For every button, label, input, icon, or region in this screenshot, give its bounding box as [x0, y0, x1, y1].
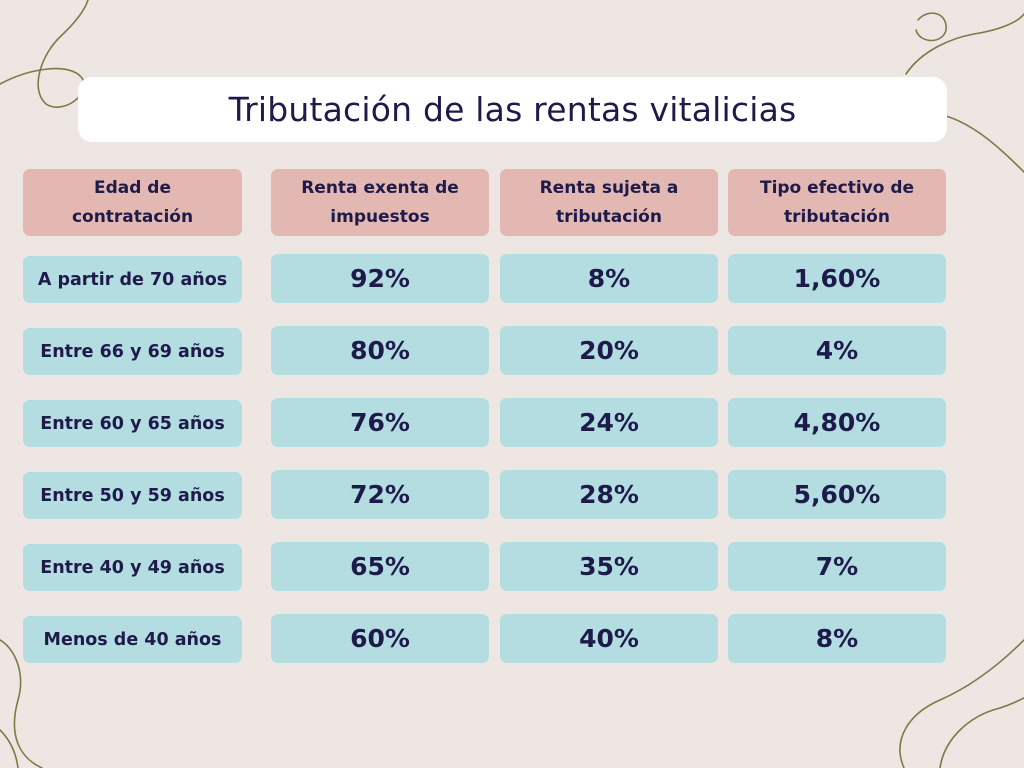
title-banner: Tributación de las rentas vitalicias	[78, 77, 947, 142]
row-label: Entre 50 y 59 años	[23, 472, 242, 519]
row-label: Menos de 40 años	[23, 616, 242, 663]
cell-tipo-efectivo: 8%	[728, 614, 946, 663]
cell-renta-sujeta: 24%	[500, 398, 718, 447]
cell-renta-sujeta: 20%	[500, 326, 718, 375]
row-label: Entre 66 y 69 años	[23, 328, 242, 375]
cell-renta-exenta: 72%	[271, 470, 489, 519]
cell-renta-exenta: 92%	[271, 254, 489, 303]
page-title: Tributación de las rentas vitalicias	[228, 90, 797, 129]
cell-tipo-efectivo: 5,60%	[728, 470, 946, 519]
cell-renta-sujeta: 35%	[500, 542, 718, 591]
cell-tipo-efectivo: 4%	[728, 326, 946, 375]
row-label: A partir de 70 años	[23, 256, 242, 303]
header-tipo-efectivo: Tipo efectivo de tributación	[728, 169, 946, 236]
cell-renta-sujeta: 40%	[500, 614, 718, 663]
header-renta-sujeta: Renta sujeta a tributación	[500, 169, 718, 236]
cell-renta-sujeta: 28%	[500, 470, 718, 519]
cell-tipo-efectivo: 1,60%	[728, 254, 946, 303]
cell-renta-exenta: 76%	[271, 398, 489, 447]
cell-renta-exenta: 60%	[271, 614, 489, 663]
cell-renta-sujeta: 8%	[500, 254, 718, 303]
header-renta-exenta: Renta exenta de impuestos	[271, 169, 489, 236]
cell-renta-exenta: 80%	[271, 326, 489, 375]
cell-tipo-efectivo: 7%	[728, 542, 946, 591]
row-label: Entre 40 y 49 años	[23, 544, 242, 591]
cell-renta-exenta: 65%	[271, 542, 489, 591]
cell-tipo-efectivo: 4,80%	[728, 398, 946, 447]
header-edad: Edad de contratación	[23, 169, 242, 236]
row-label: Entre 60 y 65 años	[23, 400, 242, 447]
